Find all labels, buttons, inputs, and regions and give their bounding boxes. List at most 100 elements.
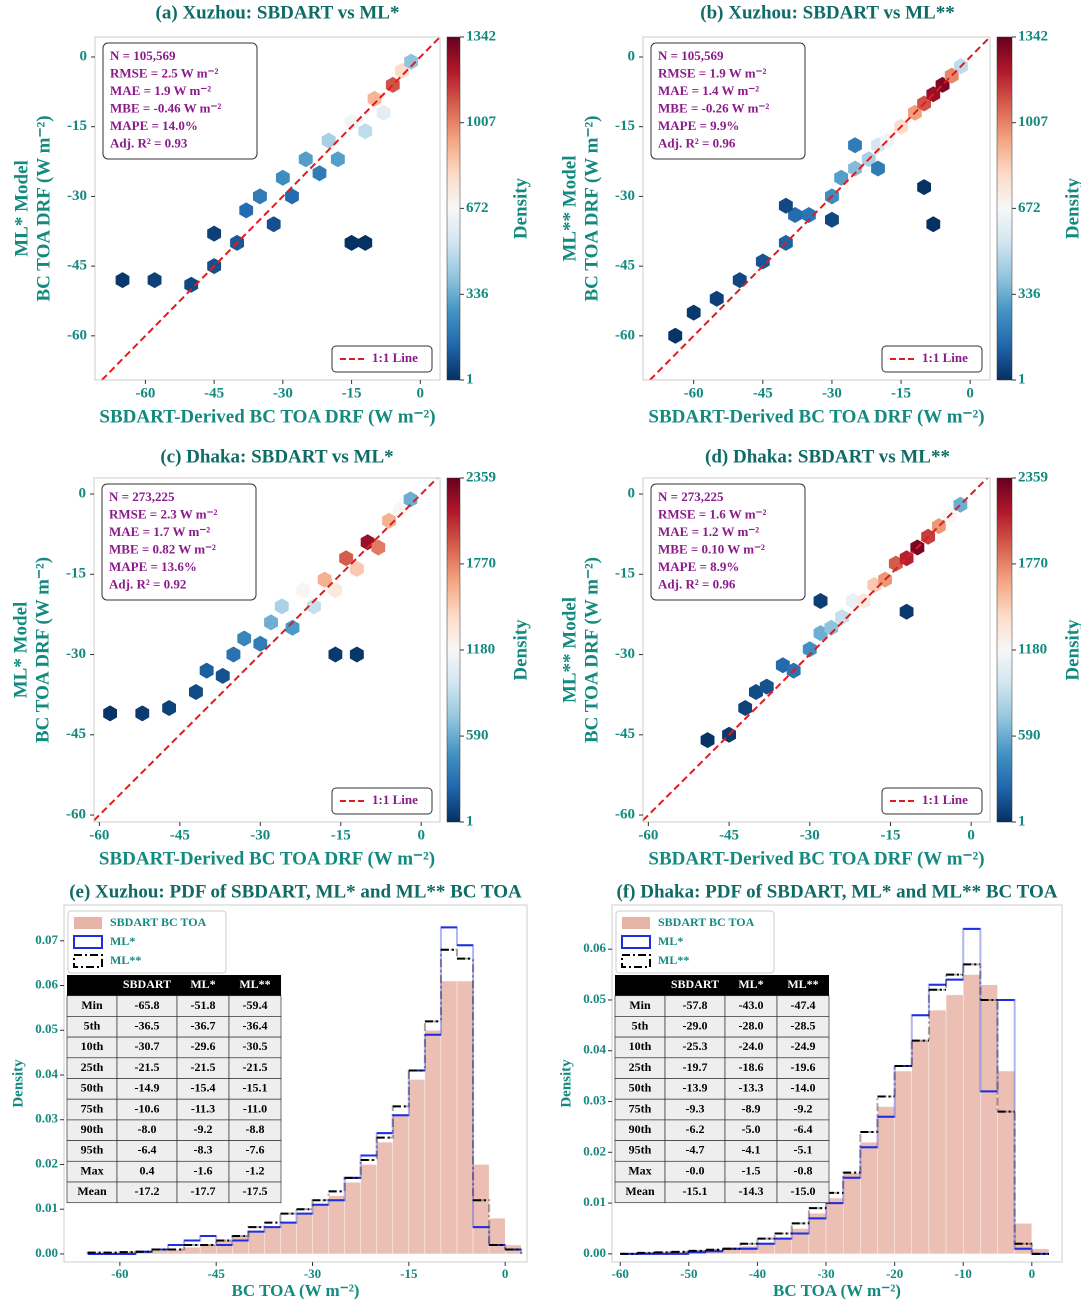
- table-row-label: Mean: [625, 1184, 655, 1198]
- table-row-label: Min: [629, 998, 651, 1012]
- x-tick-label: -20: [886, 1266, 903, 1281]
- hexbin: [759, 678, 774, 695]
- table-value: 0.4: [140, 1163, 155, 1177]
- table-cell: [776, 1181, 830, 1204]
- hexbin: [115, 272, 130, 289]
- hexbin: [147, 272, 162, 289]
- table-value: -17.5: [243, 1184, 268, 1198]
- table-row-label: 10th: [81, 1039, 104, 1053]
- table-value: -65.8: [135, 998, 160, 1012]
- hexbin: [738, 700, 753, 716]
- colorbar-tick-label: 1342: [466, 28, 496, 44]
- table-value: -57.8: [683, 998, 708, 1012]
- table-value: -19.7: [683, 1060, 708, 1074]
- y-tick-label: -30: [66, 646, 86, 662]
- hist-bar: [757, 1243, 775, 1255]
- stats-box: [650, 483, 806, 601]
- legend-label: SBDART BC TOA: [658, 915, 755, 929]
- y-tick-label: -60: [615, 327, 635, 343]
- hexbin: [871, 160, 885, 177]
- table-value: -24.9: [791, 1039, 816, 1053]
- x-tick-label: -15: [400, 1266, 418, 1281]
- x-tick-label: -60: [135, 385, 155, 401]
- plot-area: [700, 496, 968, 749]
- y-tick-label: -15: [615, 118, 635, 134]
- hexbin: [328, 582, 343, 599]
- hexbin: [813, 625, 828, 642]
- table-row-label: Mean: [77, 1184, 107, 1198]
- y-tick-label: -45: [615, 258, 635, 274]
- legend-label: 1:1 Line: [922, 792, 968, 807]
- hexbin: [755, 253, 770, 270]
- hexbin: [239, 202, 254, 219]
- y-axis-label: BC TOA DRF (W m⁻²): [33, 115, 54, 301]
- hexbin: [668, 327, 683, 344]
- y-tick-label: -45: [66, 726, 86, 742]
- hexbin: [376, 104, 391, 121]
- table-value: -13.9: [683, 1081, 708, 1095]
- colorbar: [996, 477, 1013, 823]
- plot-frame: [93, 477, 441, 823]
- table-value: -19.6: [791, 1060, 816, 1074]
- table-value: -0.0: [686, 1163, 705, 1177]
- reference-line: [93, 477, 439, 822]
- x-axis-label: SBDART-Derived BC TOA DRF (W m⁻²): [99, 848, 435, 869]
- legend-box: [331, 787, 433, 815]
- colorbar: [996, 36, 1013, 381]
- stats-line: MAE = 1.7 W m⁻²: [109, 524, 210, 539]
- hexbin: [135, 705, 150, 722]
- hexbin: [207, 225, 222, 242]
- x-tick-label: -30: [822, 385, 842, 401]
- chart-title: (b) Xuzhou: SBDART vs ML**: [700, 2, 954, 23]
- hist-bar: [232, 1235, 249, 1255]
- y-tick-label: -30: [615, 646, 635, 662]
- table-value: -28.0: [739, 1019, 764, 1033]
- x-tick-label: 0: [1029, 1266, 1036, 1281]
- hist-bar: [997, 1070, 1015, 1255]
- x-axis-label: SBDART-Derived BC TOA DRF (W m⁻²): [648, 406, 984, 427]
- colorbar-tick-label: 1770: [1018, 555, 1048, 571]
- colorbar-tick-label: 590: [1018, 728, 1041, 744]
- x-tick-label: -45: [170, 827, 190, 843]
- hexbin: [199, 662, 214, 679]
- table-header: [67, 975, 281, 996]
- legend-swatch: [621, 935, 651, 949]
- colorbar-tick-label: 590: [466, 728, 489, 744]
- y-tick-label: -15: [66, 566, 86, 582]
- hist-bar: [248, 1231, 265, 1255]
- x-tick-label: -30: [250, 827, 270, 843]
- stats-line: MBE = -0.46 W m⁻²: [110, 100, 221, 115]
- hexbin: [848, 160, 862, 177]
- table-row-label: 90th: [629, 1122, 652, 1136]
- table-value: -25.3: [683, 1039, 708, 1053]
- colorbar-tick-label: 1342: [1018, 28, 1048, 44]
- y-tick-label: -30: [67, 188, 87, 204]
- legend-box: [331, 345, 433, 373]
- hexbin: [312, 165, 327, 182]
- legend-label: ML**: [110, 953, 141, 967]
- colorbar-tick-label: 1180: [1018, 641, 1047, 657]
- hist-bar: [360, 1164, 377, 1255]
- y-tick-label: 0: [628, 485, 636, 501]
- plot-frame: [642, 477, 991, 823]
- table-row-label: 75th: [81, 1101, 104, 1115]
- colorbar-tick-label: 672: [466, 200, 489, 216]
- hexbin: [700, 732, 715, 749]
- table-value: -8.3: [194, 1143, 213, 1157]
- table-value: -36.7: [191, 1019, 216, 1033]
- table-value: -30.5: [243, 1039, 268, 1053]
- hexbin: [358, 234, 373, 251]
- legend-swatch: [621, 954, 651, 968]
- y-tick-label: -15: [615, 566, 635, 582]
- table-value: -36.5: [135, 1019, 160, 1033]
- stats-line: MAPE = 13.6%: [109, 559, 197, 574]
- hexbin: [237, 630, 252, 647]
- colorbar-tick-label: 336: [1018, 286, 1041, 302]
- table-value: -14.3: [739, 1184, 764, 1198]
- table-value: -0.8: [794, 1163, 813, 1177]
- y-tick-label: 0.04: [583, 1042, 606, 1057]
- hexbin: [285, 619, 300, 636]
- reference-line: [101, 36, 441, 381]
- hexbin: [344, 114, 359, 131]
- y-axis-label: Density: [558, 1059, 574, 1108]
